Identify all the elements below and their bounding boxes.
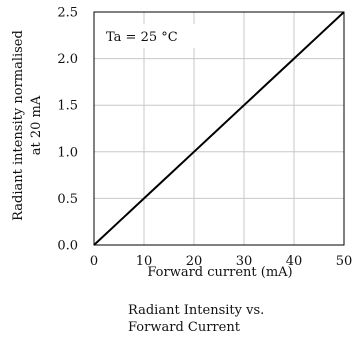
y-tick-label: 2.5 [57,6,78,21]
annotation-box: Ta = 25 °C [100,24,196,48]
y-axis-title-line-2: at 20 mA [29,95,44,155]
x-tick-label: 0 [90,254,98,269]
y-tick-label: 1.5 [57,99,78,114]
x-tick-label: 10 [136,254,153,269]
series-layer [93,11,345,246]
y-axis-title: Radiant intensity normalised at 20 mA [11,30,44,221]
annotation-background [100,24,196,48]
y-tick-label: 0.5 [57,192,78,207]
chart-caption: Radiant Intensity vs. Forward Current [128,303,265,335]
y-tick-label: 1.0 [57,145,78,160]
x-tick-label: 40 [286,254,303,269]
plot-frame [93,11,345,246]
x-tick-label: 50 [336,254,353,269]
annotation-text: Ta = 25 °C [106,30,178,45]
y-tick-label: 0.0 [57,239,78,254]
x-tick-label: 20 [186,254,203,269]
x-tick-label: 30 [236,254,253,269]
x-tick-labels: 0 10 20 30 40 50 [90,254,352,269]
x-axis-title: Forward current (mA) [147,265,292,280]
y-tick-label: 2.0 [57,52,78,67]
y-axis-title-line-1: Radiant intensity normalised [11,30,26,221]
y-tick-labels: 0.0 0.5 1.0 1.5 2.0 2.5 [57,6,78,254]
series-line [93,11,345,246]
